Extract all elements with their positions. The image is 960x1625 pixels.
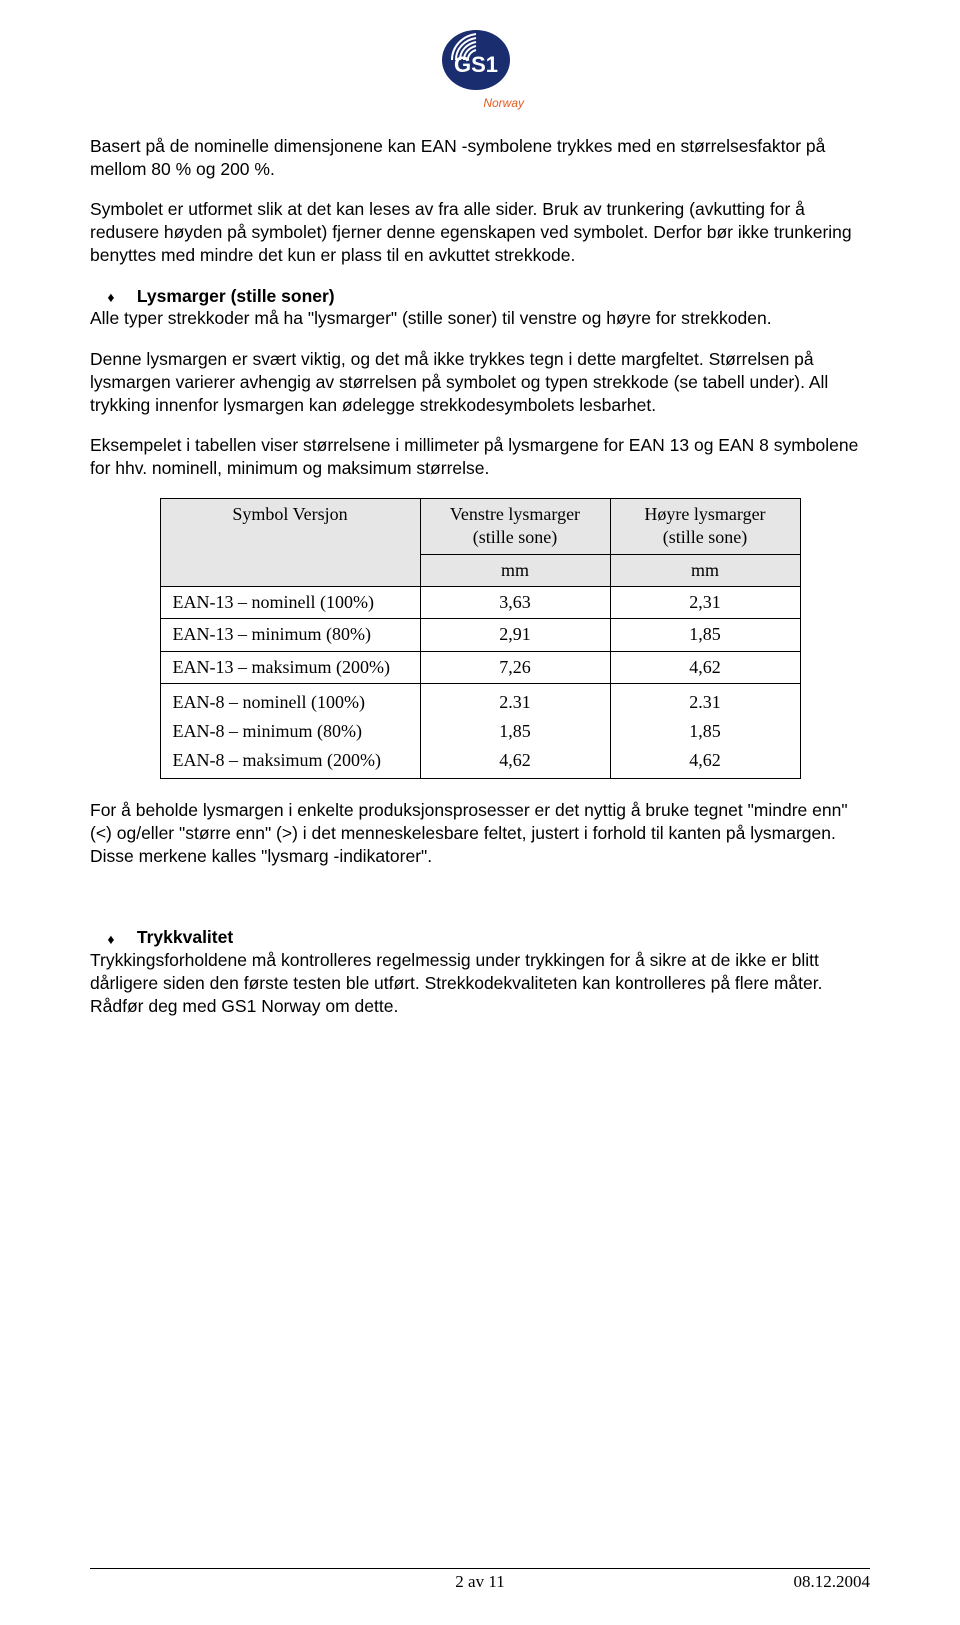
cell-left: 7,26 (420, 651, 610, 683)
group-value-line: 1,85 (689, 721, 721, 741)
diamond-bullet-icon: ♦ (90, 930, 132, 948)
footer-left-spacer (90, 1571, 210, 1593)
th-unit-right: mm (610, 554, 800, 586)
gs1-logo-icon: GS1 (434, 28, 526, 100)
section-heading-trykkvalitet: ♦ Trykkvalitet (90, 926, 870, 949)
cell-right-group: 2.31 1,85 4,62 (610, 684, 800, 779)
paragraph-lysmarger-intro: Alle typer strekkoder må ha "lysmarger" … (90, 307, 870, 330)
paragraph-trykkvalitet: Trykkingsforholdene må kontrolleres rege… (90, 949, 870, 1017)
footer-page-number: 2 av 11 (210, 1571, 750, 1593)
cell-left-group: 2.31 1,85 4,62 (420, 684, 610, 779)
gs1-logo: GS1 Norway (434, 28, 526, 112)
th-symbol: Symbol Versjon (160, 498, 420, 586)
logo-country-label: Norway (434, 96, 524, 112)
group-label-line: EAN-8 – minimum (80%) (173, 721, 362, 741)
group-value-line: 4,62 (689, 750, 721, 770)
cell-right: 1,85 (610, 619, 800, 651)
table-header-row: Symbol Versjon Venstre lysmarger (stille… (160, 498, 800, 554)
section-heading-lysmarger: ♦ Lysmarger (stille soner) (90, 285, 870, 308)
group-label-line: EAN-8 – nominell (100%) (173, 692, 365, 712)
cell-label: EAN-13 – minimum (80%) (160, 619, 420, 651)
paragraph-table-intro: Eksempelet i tabellen viser størrelsene … (90, 434, 870, 480)
th-left: Venstre lysmarger (stille sone) (420, 498, 610, 554)
th-right: Høyre lysmarger (stille sone) (610, 498, 800, 554)
svg-text:GS1: GS1 (454, 52, 498, 77)
logo-container: GS1 Norway (90, 28, 870, 113)
group-value-line: 4,62 (499, 750, 531, 770)
group-value-line: 2.31 (499, 692, 531, 712)
footer-date: 08.12.2004 (750, 1571, 870, 1593)
group-label-line: EAN-8 – maksimum (200%) (173, 750, 381, 770)
page-footer: 2 av 11 08.12.2004 (90, 1568, 870, 1593)
heading-lysmarger-text: Lysmarger (stille soner) (137, 286, 335, 306)
group-value-line: 1,85 (499, 721, 531, 741)
table-row-group: EAN-8 – nominell (100%) EAN-8 – minimum … (160, 684, 800, 779)
cell-right: 4,62 (610, 651, 800, 683)
table-row: EAN-13 – maksimum (200%) 7,26 4,62 (160, 651, 800, 683)
heading-trykkvalitet-text: Trykkvalitet (137, 927, 233, 947)
cell-label: EAN-13 – nominell (100%) (160, 586, 420, 618)
document-page: GS1 Norway Basert på de nominelle dimens… (0, 0, 960, 1625)
lysmarger-table: Symbol Versjon Venstre lysmarger (stille… (160, 498, 801, 780)
cell-right: 2,31 (610, 586, 800, 618)
group-value-line: 2.31 (689, 692, 721, 712)
cell-label: EAN-13 – maksimum (200%) (160, 651, 420, 683)
paragraph-truncation: Symbolet er utformet slik at det kan les… (90, 198, 870, 266)
paragraph-lysmarger-important: Denne lysmargen er svært viktig, og det … (90, 348, 870, 416)
cell-left: 2,91 (420, 619, 610, 651)
th-unit-left: mm (420, 554, 610, 586)
footer-rule (90, 1568, 870, 1569)
table-row: EAN-13 – minimum (80%) 2,91 1,85 (160, 619, 800, 651)
table-row: EAN-13 – nominell (100%) 3,63 2,31 (160, 586, 800, 618)
diamond-bullet-icon: ♦ (90, 288, 132, 306)
cell-label-group: EAN-8 – nominell (100%) EAN-8 – minimum … (160, 684, 420, 779)
cell-left: 3,63 (420, 586, 610, 618)
paragraph-dimensions: Basert på de nominelle dimensjonene kan … (90, 135, 870, 181)
paragraph-indicators: For å beholde lysmargen i enkelte produk… (90, 799, 870, 867)
